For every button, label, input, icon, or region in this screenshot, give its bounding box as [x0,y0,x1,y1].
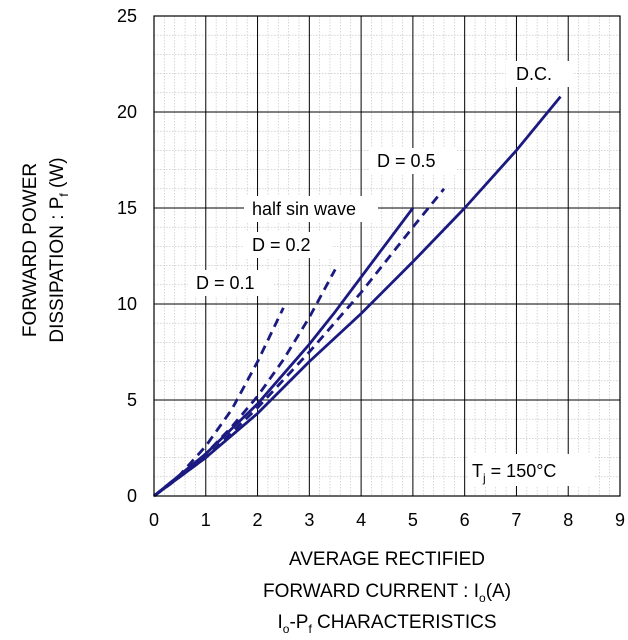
halfsin-label-bg [244,196,378,222]
dc-label-bg [506,61,574,87]
x-tick-label: 9 [615,510,625,530]
x-tick-label: 0 [149,510,159,530]
condition-label-bg [468,454,594,486]
y-axis-label: FORWARD POWER DISSIPATION : Pf (W) [20,157,71,342]
series-line-d-0-1 [153,307,285,498]
y-tick-label: 5 [127,390,137,410]
x-tick-label: 4 [356,510,366,530]
d01-label-bg [188,270,274,296]
y-tick-label: 0 [127,486,137,506]
y-tick-label: 15 [117,198,137,218]
series-line-half-sin-wave [153,207,415,498]
series-layer [153,95,562,498]
minor-grid [154,16,620,496]
y-tick-labels: 0 5 10 15 20 25 [117,6,137,506]
d02-label-bg [244,232,332,258]
y-axis-label-line1: FORWARD POWER [20,163,41,337]
x-tick-label: 6 [460,510,470,530]
x-axis-label-line2: FORWARD CURRENT : Io(A) [263,581,511,605]
x-tick-labels: 0 1 2 3 4 5 6 7 8 9 [149,510,625,530]
x-axis-label-line1: AVERAGE RECTIFIED [289,549,485,570]
y-axis-label-line2: DISSIPATION : Pf (W) [47,157,71,342]
y-tick-label: 25 [117,6,137,26]
d02-label: D = 0.2 [252,235,311,255]
halfsin-label: half sin wave [252,199,356,219]
series-line-d-0-2 [153,268,337,498]
d01-label: D = 0.1 [196,273,255,293]
x-tick-label: 2 [253,510,263,530]
plot-frame [153,15,621,497]
d05-label-bg [370,148,456,174]
major-grid [154,16,620,496]
d05-label: D = 0.5 [377,151,436,171]
dc-label: D.C. [516,64,552,84]
x-tick-label: 1 [201,510,211,530]
x-tick-label: 7 [511,510,521,530]
condition-label: Tj = 150°C [472,461,556,485]
y-tick-label: 20 [117,102,137,122]
chart-caption: Io-Pf CHARACTERISTICS [277,612,496,636]
series-line-d-c- [153,95,562,498]
x-tick-label: 5 [408,510,418,530]
x-tick-label: 3 [304,510,314,530]
y-tick-label: 10 [117,294,137,314]
x-tick-label: 8 [563,510,573,530]
